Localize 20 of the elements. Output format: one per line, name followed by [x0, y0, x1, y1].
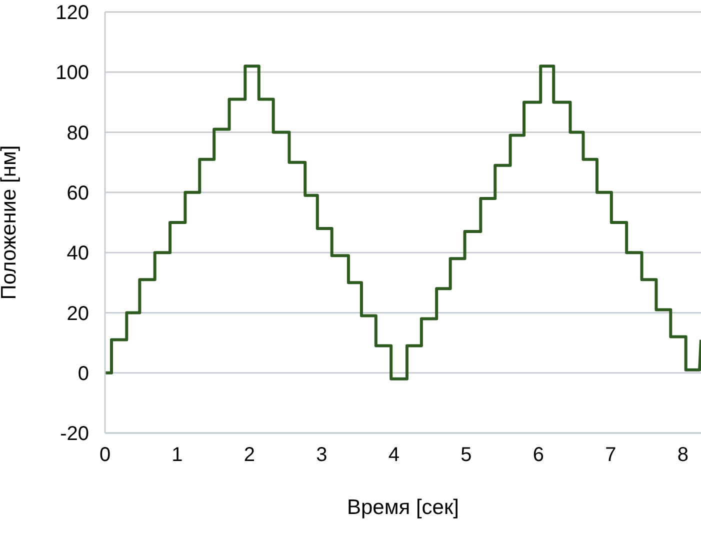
y-tick-label: 0	[78, 362, 89, 385]
y-tick-label: -20	[60, 423, 89, 446]
y-tick-label: 80	[66, 122, 89, 144]
y-axis-title: Положение [нм]	[0, 145, 20, 300]
y-tick-label: 40	[66, 242, 89, 265]
x-tick-label: 5	[460, 444, 472, 466]
x-tick-label: 4	[388, 444, 400, 466]
y-tick-label: 60	[66, 182, 89, 205]
x-tick-label: 2	[244, 444, 256, 466]
x-tick-label: 0	[99, 444, 111, 466]
y-tick-label: 100	[56, 62, 89, 84]
line-series	[105, 64, 701, 380]
y-tick-label: 120	[56, 2, 89, 24]
x-tick-label: 7	[605, 444, 616, 466]
x-tick-label: 1	[172, 444, 183, 466]
x-tick-label: 6	[532, 444, 544, 466]
x-axis-title: Время [сек]	[346, 496, 460, 519]
y-tick-label: 20	[66, 302, 89, 325]
x-tick-label: 3	[316, 444, 328, 466]
x-tick-label: 8	[677, 444, 688, 466]
